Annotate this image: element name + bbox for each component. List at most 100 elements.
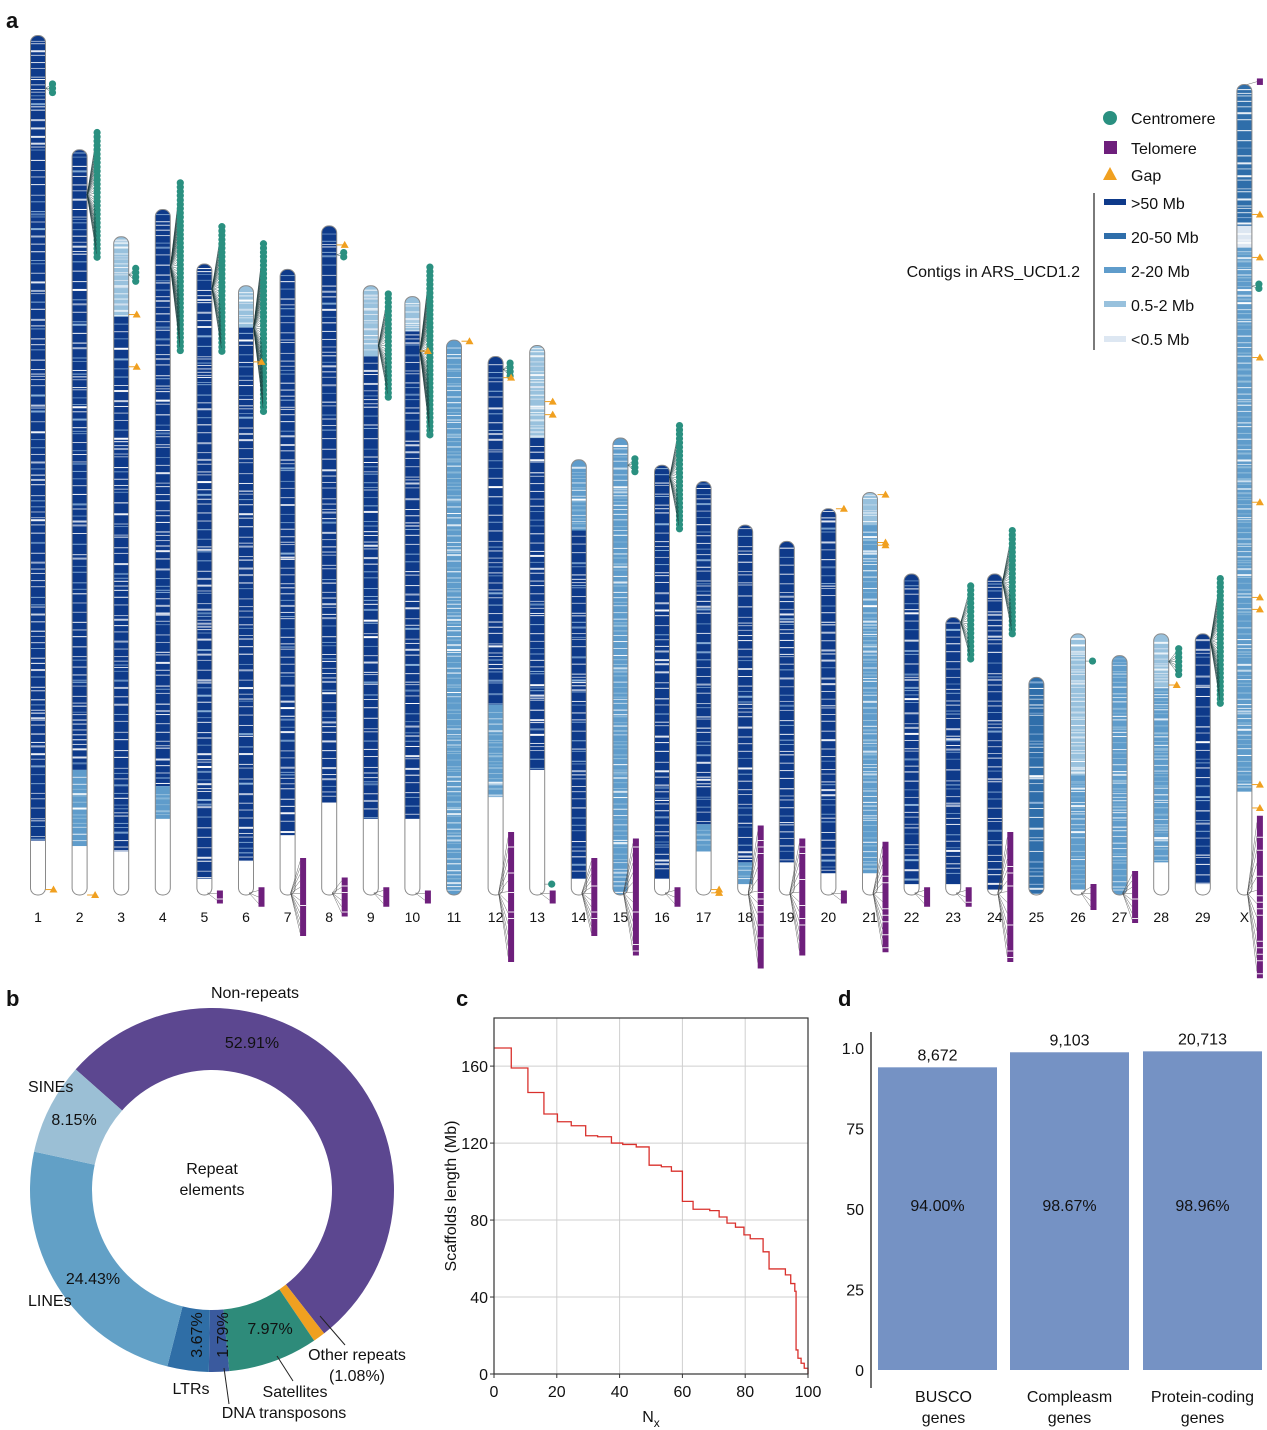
- contig-boundary: [488, 449, 504, 451]
- contig-boundary: [1236, 459, 1252, 462]
- label-other-repeats: Other repeats: [308, 1347, 406, 1364]
- contig-boundary: [571, 495, 587, 497]
- contig-boundary: [155, 280, 171, 282]
- contig-boundary: [1236, 487, 1252, 490]
- contig-boundary: [1153, 675, 1169, 677]
- telomere-link: [1122, 887, 1133, 894]
- contig-boundary: [696, 686, 712, 688]
- contig-boundary: [363, 486, 379, 488]
- tick-label-y: 80: [470, 1213, 488, 1230]
- contig-boundary: [862, 801, 878, 803]
- centromere-link: [669, 477, 680, 504]
- telomere-link: [290, 867, 301, 894]
- contig-boundary: [196, 687, 212, 689]
- contig-boundary: [404, 721, 420, 723]
- contig-boundary: [1153, 772, 1169, 774]
- contig-boundary: [404, 782, 420, 784]
- contig-boundary: [1236, 119, 1252, 121]
- contig-boundary: [196, 268, 212, 270]
- chromosome-5: 5: [196, 223, 226, 925]
- contig-boundary: [529, 498, 545, 500]
- contig-boundary: [696, 580, 712, 582]
- contig-segment: [1153, 688, 1169, 863]
- contig-boundary: [1236, 734, 1252, 736]
- legend-telomere: Telomere: [1131, 141, 1197, 158]
- contig-boundary: [779, 770, 795, 772]
- contig-boundary: [1070, 783, 1086, 785]
- chromosome-label: 1: [34, 909, 42, 925]
- contig-boundary: [238, 416, 254, 419]
- contig-boundary: [30, 149, 46, 151]
- contig-boundary: [155, 224, 171, 226]
- contig-boundary: [446, 750, 462, 752]
- contig-boundary: [238, 856, 254, 858]
- contig-boundary: [446, 554, 462, 557]
- contig-boundary: [72, 723, 88, 725]
- contig-boundary: [113, 347, 129, 350]
- contig-boundary: [363, 390, 379, 392]
- contig-boundary: [529, 351, 545, 353]
- contig-boundary: [1028, 712, 1044, 714]
- contig-boundary: [904, 698, 920, 701]
- contig-boundary: [1236, 410, 1252, 412]
- contig-boundary: [945, 643, 961, 645]
- contig-boundary: [72, 659, 88, 661]
- contig-boundary: [488, 377, 504, 379]
- contig-boundary: [404, 451, 420, 454]
- contig-boundary: [113, 323, 129, 325]
- contig-boundary: [404, 324, 420, 326]
- contig-boundary: [72, 427, 88, 429]
- contig-boundary: [1195, 800, 1211, 802]
- contig-boundary: [1070, 711, 1086, 714]
- contig-boundary: [321, 487, 337, 489]
- contig-boundary: [238, 753, 254, 756]
- telomere-link: [1247, 892, 1258, 918]
- contig-boundary: [488, 746, 504, 748]
- contig-boundary: [904, 612, 920, 615]
- contig-boundary: [571, 518, 587, 520]
- contig-boundary: [280, 373, 296, 375]
- contig-boundary: [945, 688, 961, 690]
- telomere-separator: [1256, 895, 1263, 897]
- contig-boundary: [1195, 726, 1211, 728]
- contig-boundary: [30, 359, 46, 361]
- chromosome-outline: [321, 225, 338, 896]
- contig-boundary: [1153, 824, 1169, 826]
- gap-icon: [132, 362, 141, 370]
- contig-boundary: [404, 681, 420, 683]
- contig-boundary: [1153, 744, 1169, 746]
- contig-boundary: [30, 753, 46, 756]
- contig-boundary: [30, 369, 46, 371]
- contig-boundary: [446, 471, 462, 474]
- contig-boundary: [1153, 641, 1169, 644]
- contig-boundary: [1070, 807, 1086, 809]
- contig-boundary: [363, 328, 379, 331]
- contig-boundary: [1028, 840, 1044, 842]
- contig-boundary: [696, 590, 712, 592]
- contig-boundary: [30, 91, 46, 93]
- contig-boundary: [696, 651, 712, 654]
- chromosome-body: [446, 340, 462, 895]
- contig-boundary: [446, 587, 462, 589]
- contig-boundary: [196, 356, 212, 358]
- contig-boundary: [488, 784, 504, 786]
- contig-boundary: [1236, 342, 1252, 344]
- contig-boundary: [1070, 653, 1086, 655]
- contig-boundary: [1236, 260, 1252, 263]
- contig-boundary: [1195, 758, 1211, 760]
- contig-boundary: [1153, 681, 1169, 683]
- contig-boundary: [321, 355, 337, 357]
- contig-boundary: [30, 293, 46, 295]
- contig-boundary: [238, 542, 254, 544]
- contig-boundary: [446, 725, 462, 727]
- contig-boundary: [446, 477, 462, 479]
- contig-boundary: [1195, 822, 1211, 825]
- contig-boundary: [612, 862, 628, 864]
- contig-boundary: [529, 580, 545, 582]
- contig-boundary: [862, 841, 878, 843]
- contig-boundary: [737, 869, 753, 871]
- contig-boundary: [571, 750, 587, 752]
- contig-boundary: [1236, 483, 1252, 485]
- contig-boundary: [1236, 106, 1252, 108]
